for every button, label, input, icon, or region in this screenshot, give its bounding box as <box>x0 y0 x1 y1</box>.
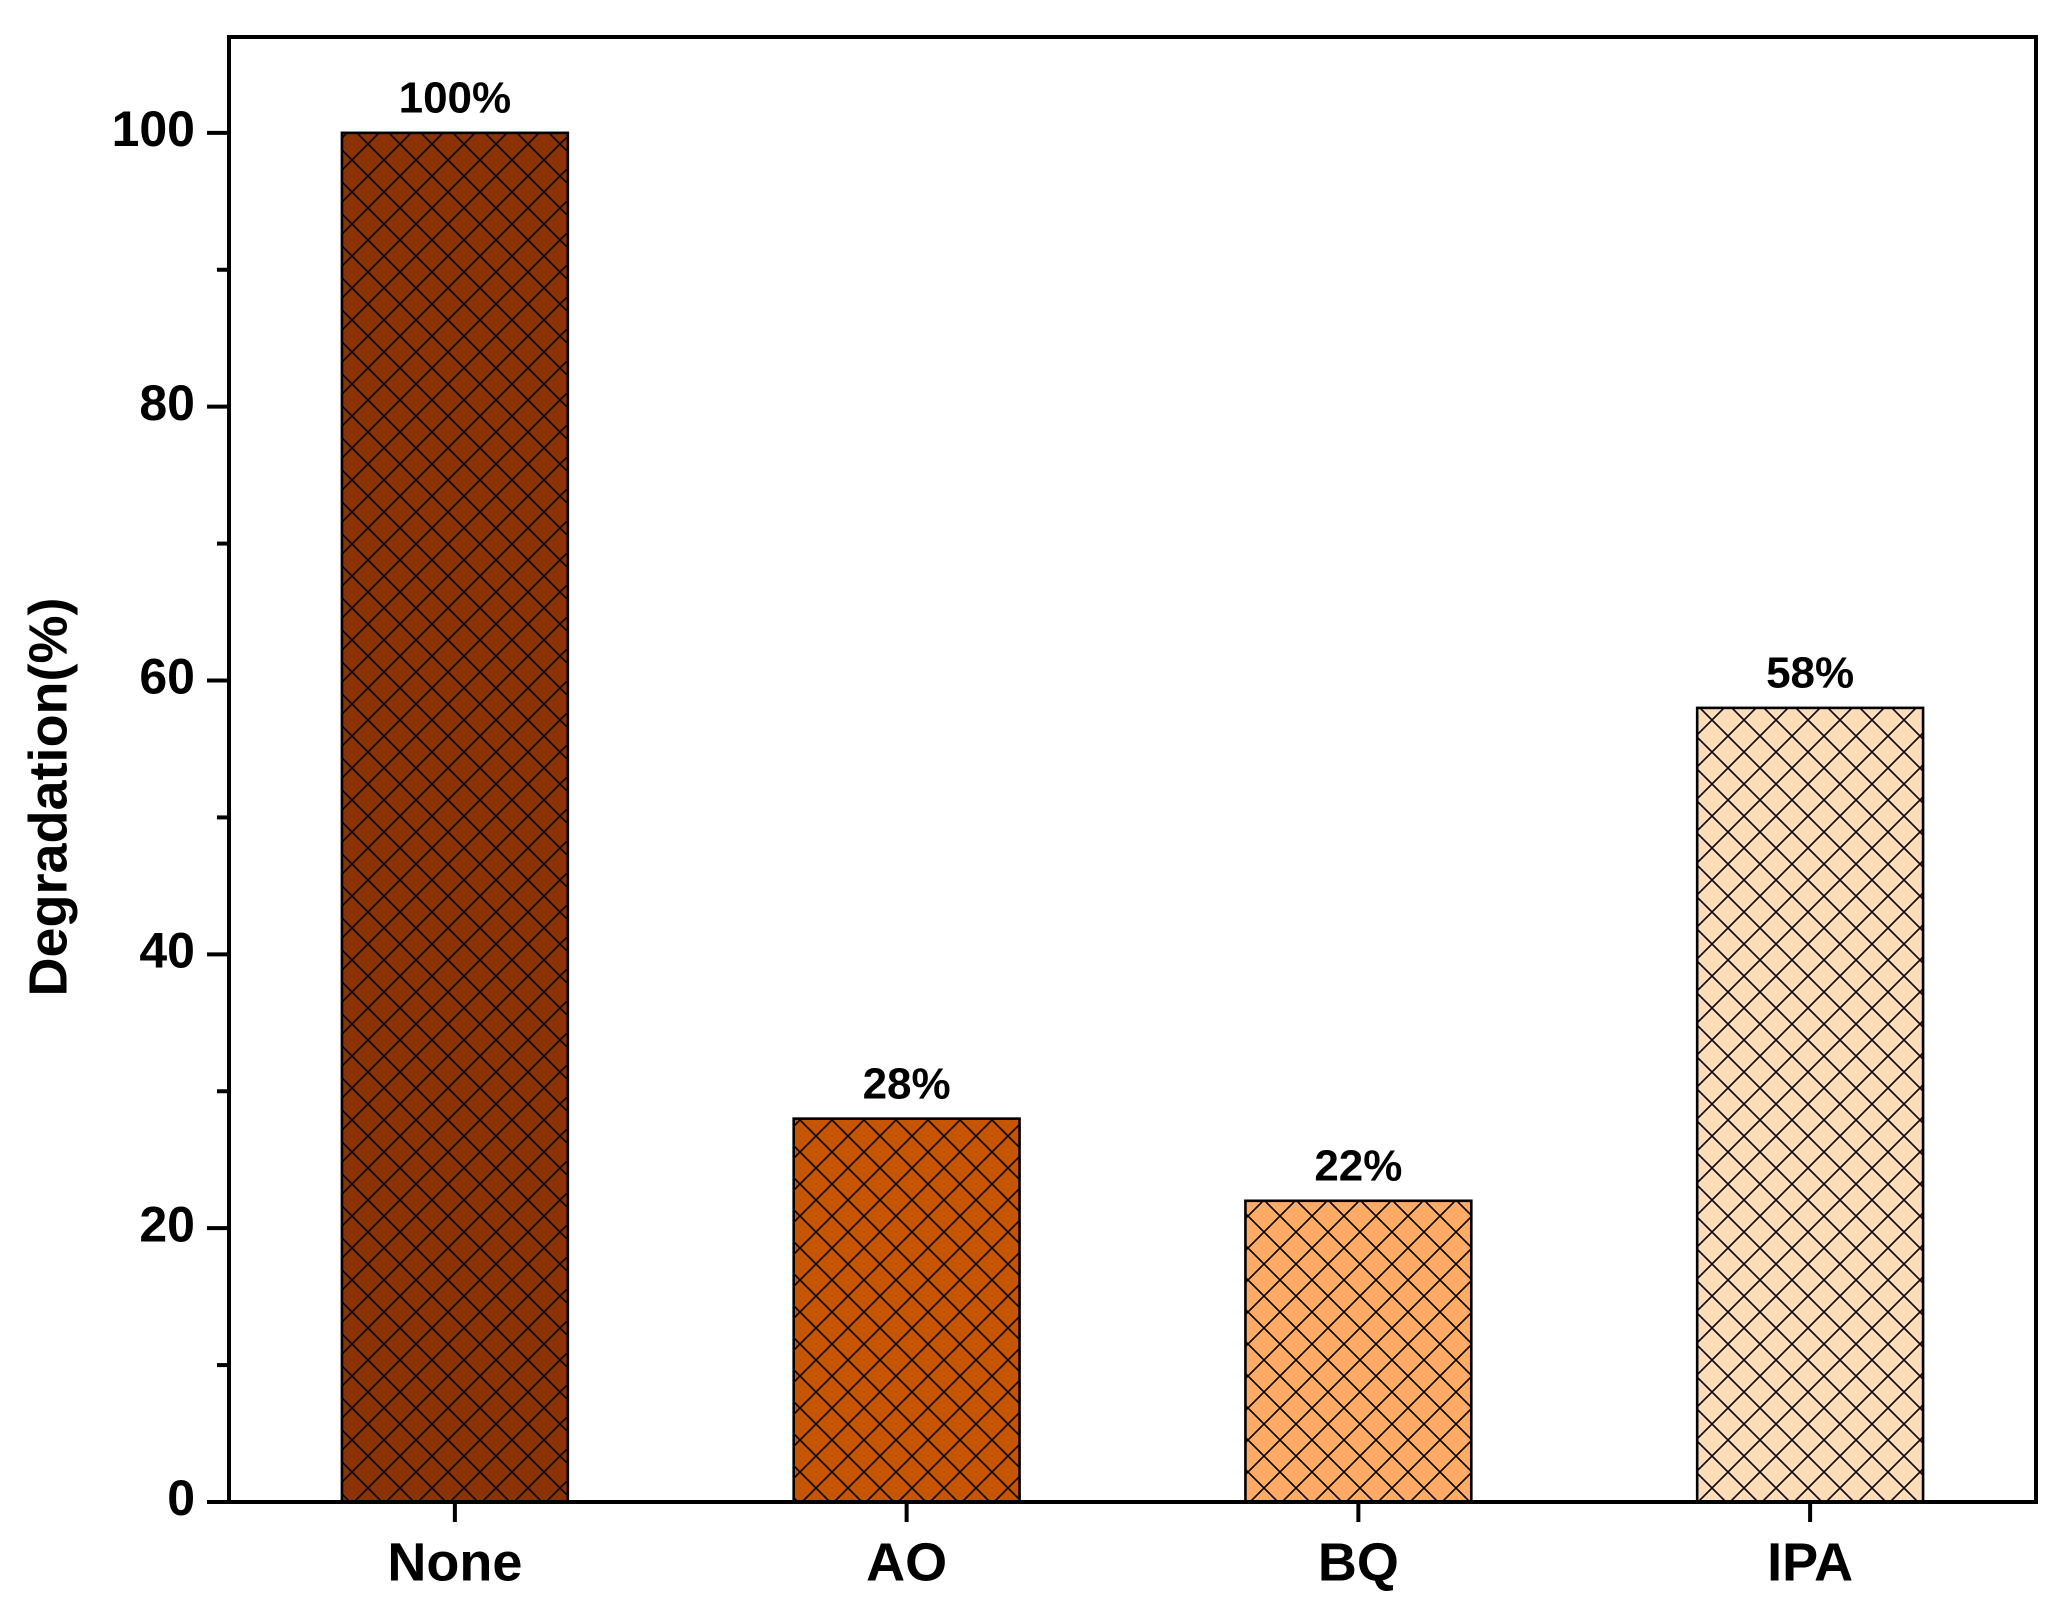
bar <box>1695 706 1925 1504</box>
plot-frame <box>227 35 2038 1504</box>
bar <box>340 131 570 1504</box>
y-tick-label: 20 <box>139 1196 195 1252</box>
value-label: 28% <box>863 1059 951 1108</box>
x-tick-label: IPA <box>1767 1532 1853 1592</box>
x-tick-label: AO <box>866 1532 947 1592</box>
value-label: 22% <box>1314 1141 1402 1190</box>
value-label: 100% <box>399 73 512 122</box>
y-tick-label: 100 <box>112 101 195 157</box>
x-tick-label: None <box>387 1532 522 1592</box>
y-tick-label: 80 <box>139 375 195 431</box>
y-axis-label: Degradation(%) <box>18 597 78 996</box>
value-label: 58% <box>1766 649 1854 698</box>
bar <box>1244 1199 1473 1504</box>
y-tick-label: 60 <box>139 649 195 705</box>
x-tick-label: BQ <box>1318 1532 1399 1592</box>
y-tick-label: 0 <box>167 1470 195 1526</box>
y-tick-label: 40 <box>139 923 195 979</box>
bar <box>792 1117 1021 1504</box>
